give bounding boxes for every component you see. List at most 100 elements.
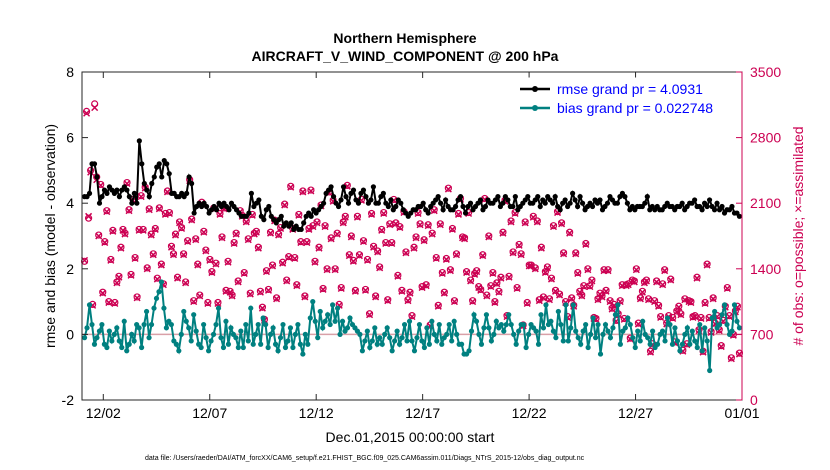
- obs-possible-point: [365, 310, 374, 318]
- obs-assimilated-point: [145, 206, 153, 214]
- y-tick-label: 4: [66, 195, 74, 211]
- obs-possible-point: [246, 289, 254, 297]
- rmse-point: [477, 197, 484, 203]
- bias-point: [560, 338, 566, 344]
- legend-box: [511, 77, 739, 119]
- bias-point: [659, 328, 666, 334]
- rmse-point: [706, 197, 713, 203]
- obs-assimilated-point: [659, 281, 667, 289]
- obs-assimilated-point: [157, 261, 165, 269]
- obs-assimilated-point: [364, 256, 372, 264]
- rmse-point: [577, 194, 583, 200]
- bias-point: [255, 321, 261, 328]
- rmse-point: [452, 203, 459, 210]
- obs-assimilated-point: [667, 276, 675, 284]
- obs-possible-point: [307, 186, 315, 194]
- bias-point: [181, 308, 187, 315]
- bias-point: [687, 341, 693, 347]
- obs-assimilated-point: [408, 313, 416, 321]
- bias-point: [454, 331, 460, 337]
- bias-point: [208, 338, 214, 344]
- obs-assimilated-point: [269, 262, 277, 270]
- obs-assimilated-point: [293, 282, 301, 290]
- rmse-point: [604, 200, 611, 206]
- obs-possible-point: [505, 272, 513, 280]
- obs-possible-point: [355, 251, 364, 259]
- obs-possible-point: [434, 301, 442, 309]
- obs-assimilated-point: [240, 269, 248, 278]
- obs-possible-point: [131, 253, 139, 262]
- bias-point: [136, 325, 142, 331]
- bias-point: [183, 318, 189, 324]
- obs-assimilated-point: [691, 313, 699, 321]
- right-y-axis: 0 700 1400 2100 2800 3500: [736, 64, 781, 408]
- bias-point: [588, 331, 594, 337]
- bias-point: [198, 344, 204, 351]
- obs-assimilated-point: [323, 266, 331, 274]
- obs-assimilated-point: [430, 207, 438, 215]
- rmse-point: [589, 203, 596, 210]
- bias-point: [228, 325, 234, 331]
- obs-possible-point: [416, 220, 424, 228]
- obs-possible-point: [299, 187, 307, 195]
- obs-assimilated-point: [436, 221, 444, 229]
- obs-assimilated-point: [224, 258, 232, 266]
- obs-assimilated-point: [216, 210, 224, 218]
- obs-possible-point: [378, 225, 386, 234]
- rmse-point: [579, 200, 586, 206]
- obs-assimilated-point: [444, 185, 452, 193]
- obs-assimilated-point: [549, 223, 558, 231]
- obs-assimilated-point: [101, 239, 109, 247]
- obs-possible-point: [202, 246, 210, 254]
- obs-possible-point: [491, 298, 499, 306]
- bias-point: [220, 344, 227, 351]
- obs-assimilated-point: [388, 239, 396, 248]
- rmse-point: [94, 174, 100, 180]
- obs-possible-point: [709, 294, 717, 302]
- bias-point: [491, 331, 497, 337]
- bias-point: [104, 344, 110, 351]
- obs-assimilated-point: [345, 252, 353, 260]
- bias-point: [592, 335, 599, 341]
- bias-point: [163, 325, 170, 331]
- obs-assimilated-point: [422, 282, 430, 290]
- obs-possible-point: [479, 251, 487, 259]
- obs-possible-point: [652, 277, 661, 285]
- obs-assimilated-point: [232, 230, 240, 238]
- rmse-point: [96, 200, 103, 206]
- obs-assimilated-point: [396, 224, 404, 232]
- obs-assimilated-point: [655, 302, 663, 310]
- obs-assimilated-point: [434, 302, 442, 310]
- bias-point: [632, 344, 638, 351]
- obs-possible-point: [650, 297, 659, 305]
- bias-point: [377, 335, 383, 341]
- obs-assimilated-point: [196, 292, 204, 300]
- rmse-point: [343, 194, 349, 200]
- rmse-point: [335, 203, 342, 210]
- rmse-point: [363, 194, 369, 200]
- x-tick-label: 12/02: [86, 405, 121, 421]
- bias-point: [94, 335, 100, 341]
- obs-possible-point: [727, 354, 735, 362]
- bias-point: [258, 341, 264, 347]
- obs-assimilated-point: [513, 284, 521, 293]
- bias-point: [488, 338, 494, 344]
- rmse-point: [535, 194, 541, 200]
- obs-possible-point: [537, 243, 545, 251]
- obs-assimilated-point: [735, 350, 743, 358]
- obs-possible-point: [361, 285, 370, 294]
- bias-point: [513, 341, 519, 347]
- obs-assimilated-point: [594, 296, 602, 304]
- obs-assimilated-point: [374, 248, 382, 256]
- obs-assimilated-point: [131, 254, 139, 263]
- obs-assimilated-point: [333, 230, 341, 238]
- obs-possible-point: [252, 227, 260, 235]
- obs-assimilated-point: [545, 296, 553, 304]
- rmse-point: [191, 210, 197, 216]
- bias-point: [717, 321, 723, 328]
- bias-point: [215, 305, 222, 311]
- obs-assimilated-point: [139, 226, 147, 234]
- obs-possible-point: [147, 230, 155, 238]
- bias-point: [96, 328, 103, 334]
- rmse-point: [572, 197, 578, 203]
